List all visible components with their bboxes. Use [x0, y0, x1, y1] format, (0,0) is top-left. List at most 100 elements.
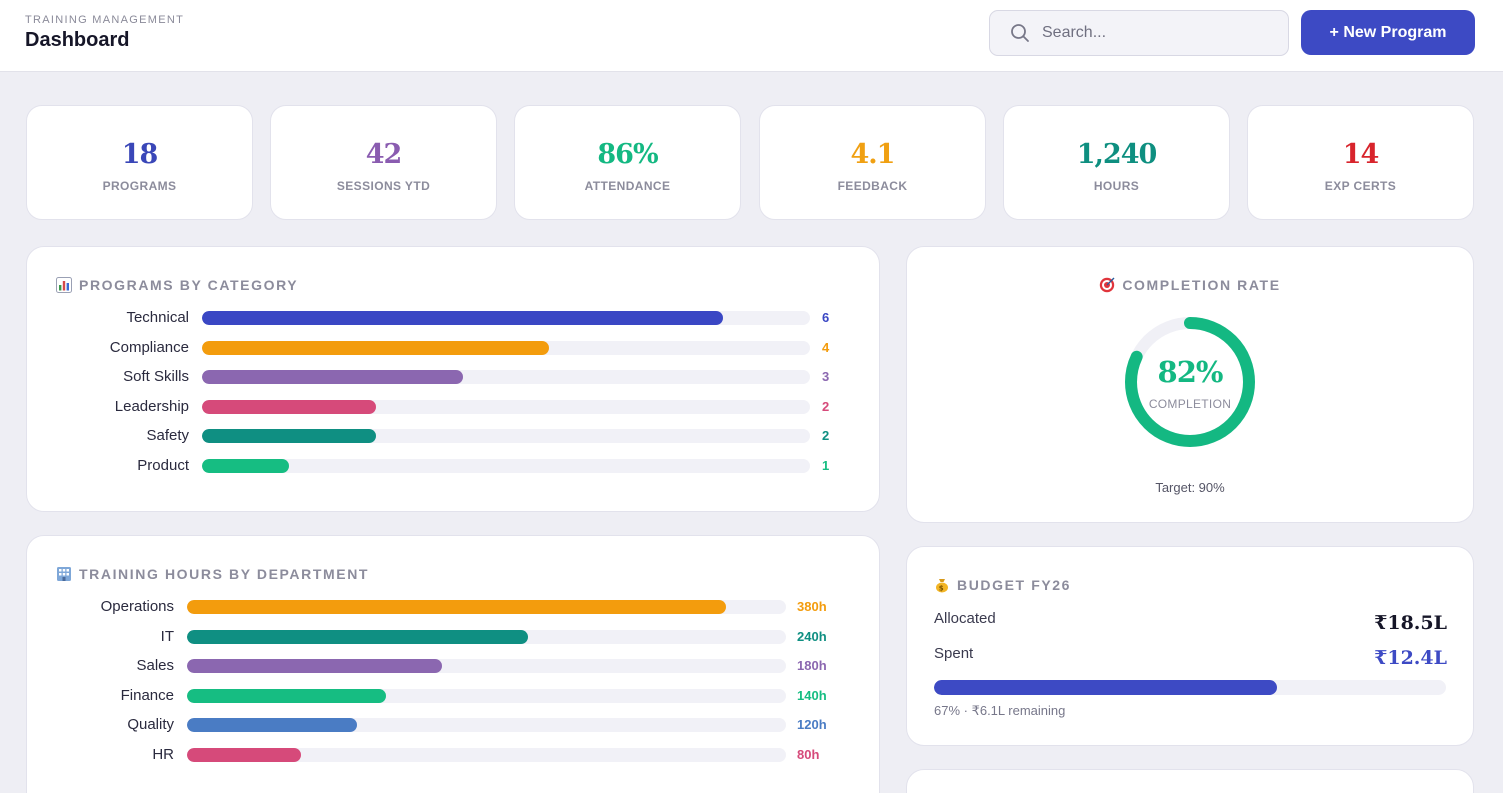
- bar-label: Quality: [127, 716, 174, 734]
- budget-card: $ BUDGET FY26 Allocated ₹18.5L Spent ₹12…: [906, 546, 1474, 746]
- completion-caption: COMPLETION: [1148, 397, 1232, 411]
- stat-value: 14: [1342, 139, 1380, 170]
- stat-value: 86%: [597, 139, 658, 170]
- money-bag-icon: $: [934, 577, 950, 593]
- bar-row: Product 1: [27, 456, 881, 476]
- stat-value: 1,240: [1076, 139, 1158, 170]
- bar-track: [202, 459, 810, 473]
- new-program-button[interactable]: + New Program: [1301, 10, 1475, 55]
- completion-rate-title-text: COMPLETION RATE: [1122, 277, 1281, 293]
- bar-fill: [187, 748, 301, 762]
- budget-spent-value: ₹12.4L: [1374, 647, 1447, 669]
- bar-value: 180h: [797, 658, 827, 674]
- bar-label: Compliance: [109, 338, 189, 356]
- bar-row: Quality 120h: [27, 715, 881, 735]
- top-bar: TRAINING MANAGEMENT Dashboard + New Prog…: [0, 0, 1503, 72]
- bar-row: Leadership 2: [27, 397, 881, 417]
- bar-row: Finance 140h: [27, 686, 881, 706]
- bar-track: [202, 370, 810, 385]
- training-hours-title-text: TRAINING HOURS BY DEPARTMENT: [79, 566, 370, 582]
- bar-track: [187, 629, 786, 644]
- bar-row: Technical 6: [27, 308, 881, 328]
- bar-track: [187, 600, 786, 614]
- bar-label: Soft Skills: [123, 368, 189, 386]
- stat-card: 1,240 HOURS: [1003, 105, 1230, 220]
- bar-track: [202, 340, 810, 355]
- budget-progress-track: [934, 680, 1446, 695]
- bar-label: HR: [152, 746, 174, 763]
- stat-card: 14 EXP CERTS: [1247, 105, 1474, 220]
- bar-track: [187, 718, 786, 733]
- svg-text:$: $: [939, 585, 945, 593]
- budget-spent-label: Spent: [934, 645, 974, 662]
- bar-row: Soft Skills 3: [27, 367, 881, 387]
- bar-fill: [187, 688, 386, 703]
- bar-track: [187, 688, 786, 703]
- bar-label: Leadership: [114, 397, 189, 415]
- completion-target: Target: 90%: [1155, 480, 1225, 495]
- office-building-icon: [56, 566, 72, 582]
- bar-row: Safety 2: [27, 426, 881, 446]
- budget-title: $ BUDGET FY26: [934, 577, 1071, 593]
- bar-fill: [187, 659, 443, 674]
- completion-rate-card: COMPLETION RATE 82% COMPLETION Target: 9…: [906, 246, 1474, 523]
- bar-fill: [187, 718, 358, 733]
- programs-by-category-title-text: PROGRAMS BY CATEGORY: [79, 277, 299, 293]
- bar-label: IT: [160, 627, 174, 645]
- stat-label: PROGRAMS: [102, 179, 177, 193]
- bar-label: Product: [137, 457, 189, 474]
- stat-card: 42 SESSIONS YTD: [270, 105, 497, 220]
- bar-label: Finance: [120, 686, 174, 704]
- budget-allocated-label: Allocated: [934, 610, 996, 627]
- completion-ring: 82% COMPLETION: [1123, 315, 1257, 449]
- stat-card: 86% ATTENDANCE: [514, 105, 741, 220]
- page-title: Dashboard: [25, 29, 130, 51]
- bar-value: 3: [822, 369, 830, 385]
- bar-track: [187, 659, 786, 674]
- bar-value: 1: [822, 458, 830, 473]
- bar-track: [187, 748, 786, 762]
- target-icon: [1099, 277, 1115, 293]
- search-input[interactable]: [1042, 24, 1272, 42]
- bar-value: 140h: [797, 687, 827, 703]
- bar-fill: [187, 629, 528, 644]
- bar-track: [202, 429, 810, 444]
- budget-title-text: BUDGET FY26: [957, 577, 1072, 593]
- bar-fill: [202, 459, 289, 473]
- bar-row: Sales 180h: [27, 656, 881, 676]
- budget-allocated-value: ₹18.5L: [1374, 612, 1447, 634]
- bar-value: 240h: [797, 628, 827, 644]
- budget-progress-fill: [934, 680, 1278, 695]
- bar-row: HR 80h: [27, 745, 881, 765]
- bar-track: [202, 399, 810, 414]
- training-hours-title: TRAINING HOURS BY DEPARTMENT: [56, 566, 369, 582]
- bar-value: 2: [822, 428, 830, 444]
- search-box[interactable]: [989, 10, 1289, 56]
- stat-card: 4.1 FEEDBACK: [759, 105, 986, 220]
- bar-value: 2: [822, 398, 830, 414]
- bar-track: [202, 311, 810, 325]
- bar-fill: [202, 399, 376, 414]
- bar-value: 380h: [797, 599, 827, 614]
- bar-chart-icon: [56, 277, 72, 293]
- bar-value: 6: [822, 310, 830, 325]
- completion-percent: 82%: [1157, 355, 1224, 389]
- bar-value: 4: [822, 339, 830, 355]
- stat-card: 18 PROGRAMS: [26, 105, 253, 220]
- bar-fill: [202, 311, 724, 325]
- completion-rate-title: COMPLETION RATE: [907, 277, 1473, 293]
- bar-label: Safety: [146, 427, 189, 445]
- completion-ring-arc: [1125, 317, 1255, 447]
- bar-fill: [202, 340, 550, 355]
- training-hours-card: TRAINING HOURS BY DEPARTMENT Operations 3…: [26, 535, 880, 793]
- app-eyebrow: TRAINING MANAGEMENT: [25, 14, 185, 26]
- stat-value: 42: [365, 139, 403, 170]
- stat-label: FEEDBACK: [837, 179, 908, 193]
- bar-label: Sales: [136, 657, 174, 675]
- stat-label: SESSIONS YTD: [336, 179, 431, 193]
- search-icon: [1011, 24, 1029, 42]
- bar-value: 80h: [797, 747, 820, 762]
- bar-label: Operations: [100, 598, 174, 615]
- stat-value: 4.1: [850, 139, 896, 170]
- stat-label: ATTENDANCE: [584, 179, 671, 193]
